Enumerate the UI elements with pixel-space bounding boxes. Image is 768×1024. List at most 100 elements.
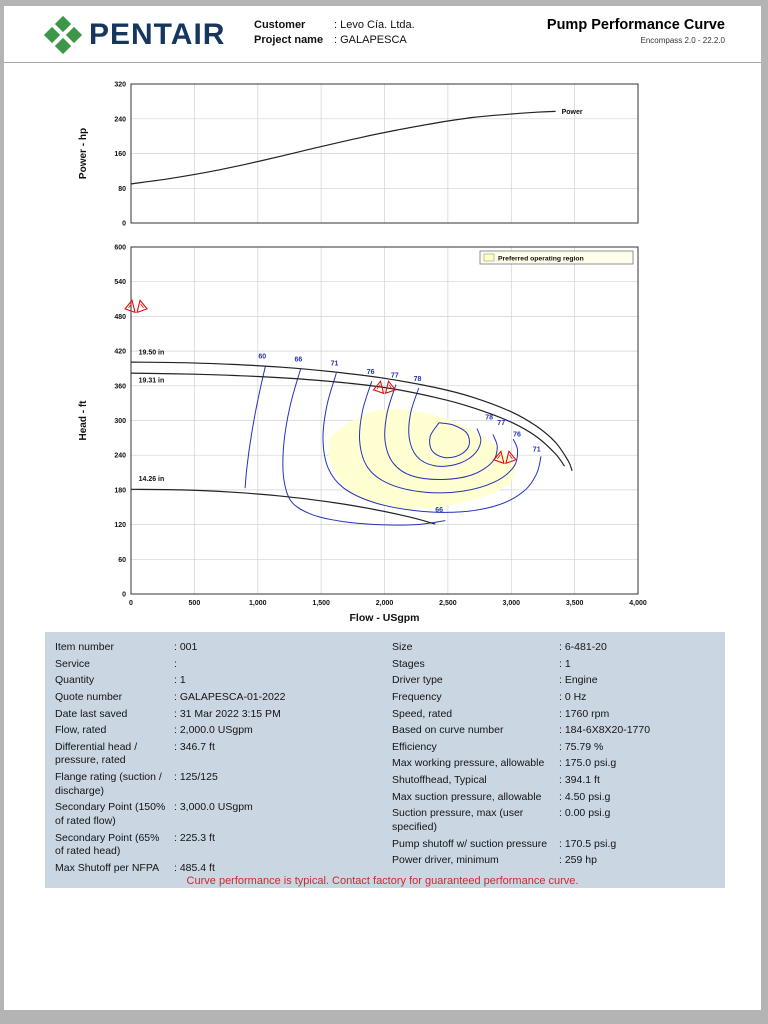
y-tick-label: 240	[114, 453, 126, 460]
marker-hatch	[376, 384, 393, 390]
disclaimer-text: Curve performance is typical. Contact fa…	[186, 875, 579, 887]
impeller-curve	[130, 372, 565, 467]
efficiency-label: 77	[391, 373, 399, 380]
table-row: Size: 6-481-20	[392, 641, 715, 655]
table-row: Differential head / pressure, rated: 346…	[55, 741, 378, 768]
impeller-curve-label: 19.50 in	[139, 350, 165, 357]
field-label: Size	[392, 641, 413, 653]
legend-swatch	[483, 253, 495, 262]
field-value: : 175.0 psi.g	[559, 757, 617, 770]
table-row: Max working pressure, allowable : 175.0 p…	[392, 757, 715, 771]
x-tick-label: 0	[129, 600, 133, 607]
table-column-right: Size: 6-481-20 Stages: 1 Driver type: Engi…	[392, 641, 715, 879]
efficiency-contour	[322, 372, 542, 513]
document-page: PENTAIR Customer : Levo Cía. Ltda. Proje…	[4, 6, 761, 1010]
y-tick-label: 160	[114, 151, 126, 158]
table-row: Quantity: 1	[55, 674, 378, 688]
efficiency-contour	[244, 365, 266, 489]
efficiency-label: 76	[513, 432, 521, 439]
table-row: Flow, rated: 2,000.0 USgpm	[55, 724, 378, 738]
impeller-curve-label: 14.26 in	[139, 476, 165, 483]
field-label: Secondary Point (65% of rated head)	[55, 831, 160, 858]
plot-border	[130, 246, 639, 595]
efficiency-label: 78	[485, 414, 493, 421]
x-tick-label: 500	[189, 600, 201, 607]
report-header: PENTAIR Customer : Levo Cía. Ltda. Proje…	[4, 6, 761, 63]
project-label: Project name	[254, 34, 324, 46]
field-label: Power driver, minimum	[392, 854, 499, 867]
table-row: Stages: 1	[392, 658, 715, 672]
x-tick-label: 4,000	[629, 600, 647, 607]
efficiency-label: 78	[414, 376, 422, 383]
field-label: Speed, rated	[392, 707, 453, 720]
table-row: Item number : 001	[55, 641, 378, 655]
y-tick-label: 240	[114, 116, 126, 123]
pump-data-table: Item number: 001 Service: Quantity: 1 Quote…	[45, 632, 725, 888]
app-version: Encompass 2.0 - 22.2.0	[640, 36, 726, 45]
marker-triangle-left	[124, 299, 136, 314]
field-value: : 4.50 psi.g	[559, 790, 611, 803]
efficiency-label: 66	[295, 357, 303, 364]
efficiency-contour	[282, 368, 446, 526]
project-meta: Customer : Levo Cía. Ltda. Project name …	[254, 19, 415, 49]
marker-hatch	[497, 454, 513, 460]
title-block: Pump Performance Curve Encompass 2.0 - 2…	[547, 17, 725, 45]
plot-border	[130, 83, 639, 224]
table-row: Flange rating (suction / discharge) : 125…	[55, 771, 378, 798]
x-tick-label: 3,500	[566, 600, 584, 607]
power-curve-label: Power	[562, 109, 583, 116]
efficiency-label: 71	[533, 447, 541, 454]
marker-triangle-right	[136, 299, 148, 314]
project-value: : GALAPESCA	[334, 34, 407, 46]
marker-triangle-right	[505, 450, 517, 465]
y-tick-label: 360	[114, 383, 126, 390]
impeller-curve	[130, 361, 573, 472]
customer-label: Customer	[254, 19, 306, 31]
field-label: Item number	[55, 641, 114, 653]
y-tick-label: 480	[114, 314, 126, 321]
field-label: Quote number	[55, 690, 123, 703]
duty-point-marker	[372, 380, 397, 395]
y-tick-label: 600	[114, 245, 126, 252]
marker-triangle-left	[492, 450, 505, 465]
efficiency-label: 71	[331, 361, 339, 368]
field-value: : 3,000.0 USgpm	[174, 801, 253, 814]
table-row: Shutoffhead, Typical: 394.1 ft	[392, 774, 715, 788]
table-row: Suction pressure, max (user specified): …	[392, 807, 715, 834]
field-label: Max working pressure, allowable	[392, 757, 545, 770]
table-row: Power driver, minimum: 259 hp	[392, 854, 715, 868]
flow-axis-label: Flow - USgpm	[350, 612, 420, 624]
field-label: Flange rating (suction / discharge)	[55, 771, 162, 797]
field-label: Max suction pressure, allowable	[392, 790, 542, 803]
power-axis-label: Power - hp	[78, 128, 89, 179]
y-tick-label: 540	[114, 279, 126, 286]
head-axis-label: Head - ft	[78, 400, 89, 441]
efficiency-contour	[358, 381, 519, 494]
field-value: :	[174, 657, 177, 670]
pentair-logo: PENTAIR	[42, 14, 225, 56]
y-tick-label: 180	[114, 487, 126, 494]
table-row: Pump shutoff w/ suction pressure: 170.5 …	[392, 838, 715, 852]
power-curve-chart: 0 80 160 240 320 Power Power - hp	[78, 82, 639, 228]
y-tick-label: 300	[114, 418, 126, 425]
field-value: : 125/125	[174, 771, 218, 784]
efficiency-contour	[384, 384, 498, 481]
field-value: : 001	[174, 641, 198, 653]
table-row: Frequency: 0 Hz	[392, 691, 715, 705]
duty-point-marker	[124, 299, 148, 314]
field-value: : 1760 rpm	[559, 707, 610, 720]
field-label: Secondary Point (150% of rated flow)	[55, 801, 166, 828]
legend-box	[479, 250, 634, 265]
field-value: : 1	[559, 657, 571, 670]
table-row: Secondary Point (65% of rated head): 225…	[55, 832, 378, 859]
page-title: Pump Performance Curve	[546, 17, 725, 33]
field-label: Shutoffhead, Typical	[392, 774, 487, 787]
field-value: : 0 Hz	[559, 690, 587, 703]
y-tick-label: 120	[114, 522, 126, 529]
head-capacity-chart: 60 66 66 71 71 76 76 77 77 78 78 19.50 in 19.31 in 14…	[78, 245, 647, 625]
table-row: Quote number: GALAPESCA-01-2022	[55, 691, 378, 705]
y-tick-label: 60	[118, 557, 126, 564]
efficiency-label: 76	[367, 369, 375, 376]
y-tick-label: 420	[114, 349, 126, 356]
preferred-operating-region	[328, 408, 516, 509]
